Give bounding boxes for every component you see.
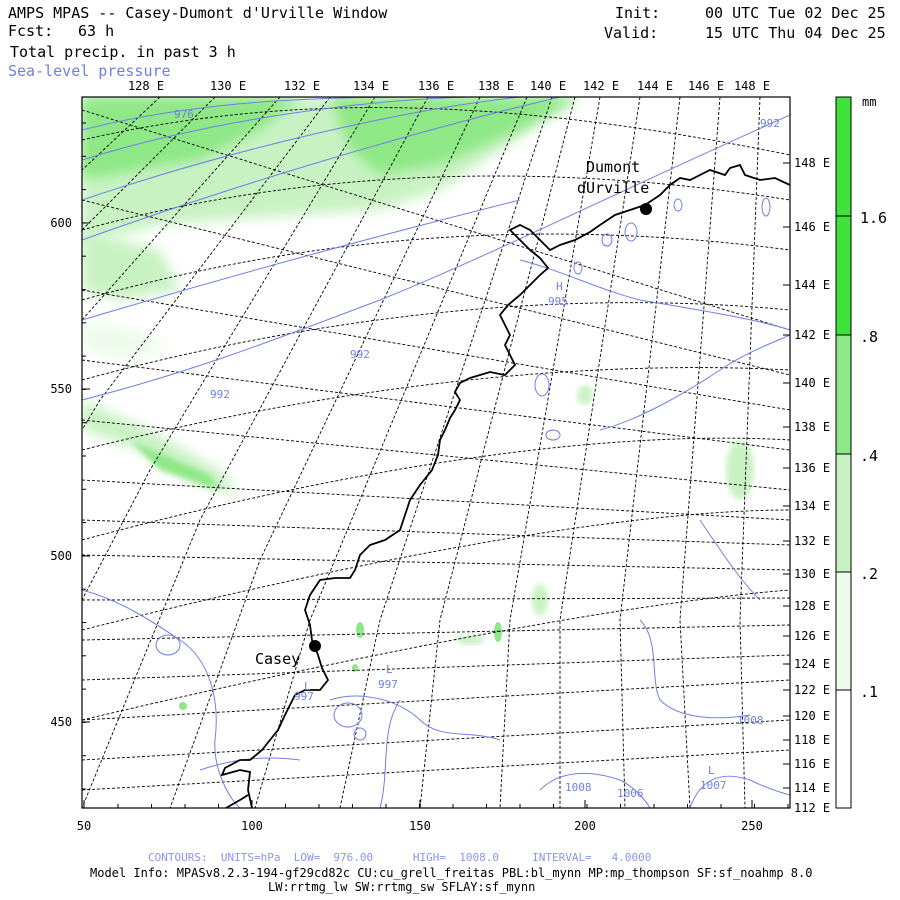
- right-lon-label: 136 E: [794, 461, 830, 475]
- right-lon-label: 134 E: [794, 499, 830, 513]
- contour-label: 992: [760, 117, 780, 130]
- contour-label: 992: [210, 388, 230, 401]
- contour-label: 992: [350, 348, 370, 361]
- top-lon-label: 138 E: [478, 79, 514, 93]
- right-lon-label: 122 E: [794, 683, 830, 697]
- top-lon-label: 144 E: [637, 79, 673, 93]
- colorbar-segment: [836, 335, 851, 454]
- contour-label: 995: [548, 295, 568, 308]
- axis-ticks: [82, 122, 790, 809]
- colorbar-segment: [836, 97, 851, 216]
- top-lon-label: 132 E: [284, 79, 320, 93]
- top-lon-label: 140 E: [530, 79, 566, 93]
- right-lon-label: 112 E: [794, 801, 830, 815]
- colorbar-segment: [836, 454, 851, 572]
- x-tick-label: 200: [574, 819, 596, 833]
- casey-label: Casey: [255, 650, 300, 668]
- contour-label: 1008: [737, 714, 764, 727]
- contour-label: 997: [378, 678, 398, 691]
- right-lon-label: 146 E: [794, 220, 830, 234]
- contour-label: 1007: [700, 779, 727, 792]
- right-lon-label: 148 E: [794, 156, 830, 170]
- right-lon-label: 132 E: [794, 534, 830, 548]
- top-lon-label: 130 E: [210, 79, 246, 93]
- x-tick-label: 250: [741, 819, 763, 833]
- right-lon-label: 120 E: [794, 709, 830, 723]
- pressure-center-label: L: [304, 680, 311, 693]
- coastline: [220, 163, 790, 808]
- colorbar-segment: [836, 216, 851, 335]
- colorbar-level-label: .8: [860, 328, 878, 346]
- x-tick-label: 100: [241, 819, 263, 833]
- right-lon-label: 116 E: [794, 757, 830, 771]
- top-lon-label: 136 E: [418, 79, 454, 93]
- x-tick-label: 50: [77, 819, 91, 833]
- contour-label: 1006: [617, 787, 644, 800]
- right-lon-label: 144 E: [794, 278, 830, 292]
- latlon-grid: [82, 97, 790, 808]
- right-lon-label: 138 E: [794, 420, 830, 434]
- contour-label: 976: [174, 108, 194, 121]
- y-tick-label: 550: [50, 382, 72, 396]
- y-tick-label: 600: [50, 216, 72, 230]
- right-lon-label: 126 E: [794, 629, 830, 643]
- axis-labels: 128 E 130 E 132 E 134 E 136 E 138 E 140 E 142 E…: [50, 79, 830, 833]
- x-tick-label: 150: [409, 819, 431, 833]
- right-lon-label: 130 E: [794, 567, 830, 581]
- top-lon-label: 134 E: [353, 79, 389, 93]
- y-tick-label: 450: [50, 715, 72, 729]
- right-lon-label: 128 E: [794, 599, 830, 613]
- forecast-hour: 63 h: [78, 22, 115, 40]
- colorbar-units: mm: [862, 95, 876, 109]
- valid-label: Valid:: [604, 24, 659, 42]
- init-time: 00 UTC Tue 02 Dec 25: [705, 4, 886, 22]
- right-lon-label: 142 E: [794, 328, 830, 342]
- colorbar-level-label: .1: [860, 683, 878, 701]
- overlay-field-name: Sea-level pressure: [8, 62, 171, 80]
- right-lon-label: 124 E: [794, 657, 830, 671]
- colorbar: .1 .2 .4 .8 1.6 mm: [835, 95, 887, 809]
- durville-label: dUrville: [577, 179, 649, 197]
- model-info: Model Info: MPASv8.2.3-194-gf29cd82c CU:…: [90, 866, 813, 880]
- pressure-center-label: L: [708, 764, 715, 777]
- casey-marker: [309, 640, 321, 652]
- physics-info: LW:rrtmg_lw SW:rrtmg_sw SFLAY:sf_mynn: [268, 880, 536, 894]
- colorbar-level-label: .4: [860, 447, 878, 465]
- y-tick-label: 500: [50, 549, 72, 563]
- top-lon-label: 142 E: [583, 79, 619, 93]
- valid-time: 15 UTC Thu 04 Dec 25: [705, 24, 886, 42]
- contour-info: CONTOURS: UNITS=hPa LOW= 976.00 HIGH= 10…: [148, 851, 652, 864]
- pressure-center-label: H: [556, 280, 563, 293]
- contour-label: 1008: [565, 781, 592, 794]
- colorbar-segment: [836, 572, 851, 690]
- map-title: AMPS MPAS -- Casey-Dumont d'Urville Wind…: [8, 4, 388, 22]
- right-lon-label: 114 E: [794, 781, 830, 795]
- contour-label: 997: [294, 690, 314, 703]
- top-lon-label: 128 E: [128, 79, 164, 93]
- right-lon-label: 140 E: [794, 376, 830, 390]
- colorbar-level-label: .2: [860, 565, 878, 583]
- dumont-label: Dumont: [586, 158, 640, 176]
- pressure-center-label: L: [386, 663, 393, 676]
- forecast-label: Fcst:: [8, 22, 54, 40]
- colorbar-frame: [835, 96, 852, 809]
- precip-shading: [82, 97, 754, 710]
- colorbar-level-label: 1.6: [860, 209, 887, 227]
- dumont-durville-marker: [640, 203, 652, 215]
- right-lon-label: 118 E: [794, 733, 830, 747]
- top-lon-label: 148 E: [734, 79, 770, 93]
- field-name: Total precip. in past 3 h: [10, 43, 236, 61]
- plot-frame: [81, 96, 791, 809]
- top-lon-label: 146 E: [688, 79, 724, 93]
- colorbar-segment: [836, 690, 851, 808]
- init-label: Init:: [615, 4, 661, 22]
- contour-labels: 976 992 992 992 995 997 997 1008 1008 1006 1007 H L L…: [174, 108, 780, 800]
